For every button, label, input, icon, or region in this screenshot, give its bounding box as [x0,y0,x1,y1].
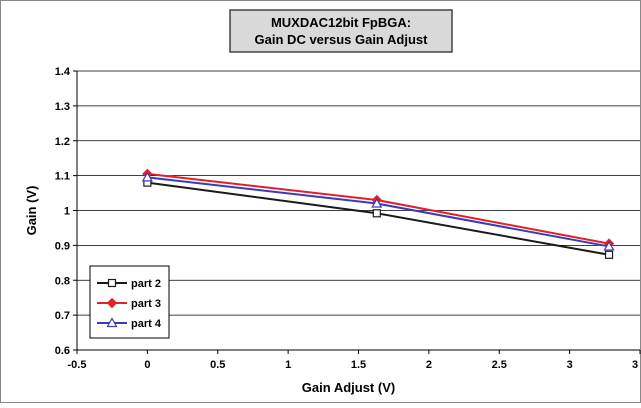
y-tick-label: 1.2 [55,136,70,148]
x-axis-title: Gain Adjust (V) [302,380,395,395]
chart-title-line: MUXDAC12bit FpBGA: [271,15,411,30]
y-tick-label: 1 [64,206,70,218]
x-tick-label: 3 [567,359,573,371]
x-tick-label: 0.5 [210,359,225,371]
data-point [373,210,380,217]
y-tick-label: 1.3 [55,101,70,113]
y-tick-label: 0.8 [55,275,70,287]
legend-label: part 2 [131,278,161,290]
y-tick-label: 1.4 [55,66,71,78]
chart-title-box: MUXDAC12bit FpBGA: Gain DC versus Gain Ad… [230,10,452,52]
y-tick-label: 0.7 [55,310,70,322]
x-tick-label: 1.5 [351,359,366,371]
chart-title-line: Gain DC versus Gain Adjust [255,32,429,47]
x-tick-label: 2.5 [492,359,507,371]
data-point [606,251,613,258]
x-tick-label: -0.5 [68,359,87,371]
x-tick-label: 1 [285,359,291,371]
x-tick-label: 2 [426,359,432,371]
y-tick-label: 1.1 [55,171,70,183]
legend: part 2 part 3 part 4 [90,266,169,338]
title-layer: MUXDAC12bit FpBGA: Gain DC versus Gain Ad… [230,10,452,52]
x-tick-label: 3 [632,359,638,371]
legend-label: part 4 [131,318,162,330]
y-tick-label: 0.9 [55,240,70,252]
legend-label: part 3 [131,298,161,310]
x-tick-label: 0 [144,359,150,371]
legend-layer: part 2 part 3 part 4 [90,266,169,338]
y-axis-title: Gain (V) [24,186,39,236]
y-tick-label: 0.6 [55,345,70,357]
legend-marker [109,280,116,287]
